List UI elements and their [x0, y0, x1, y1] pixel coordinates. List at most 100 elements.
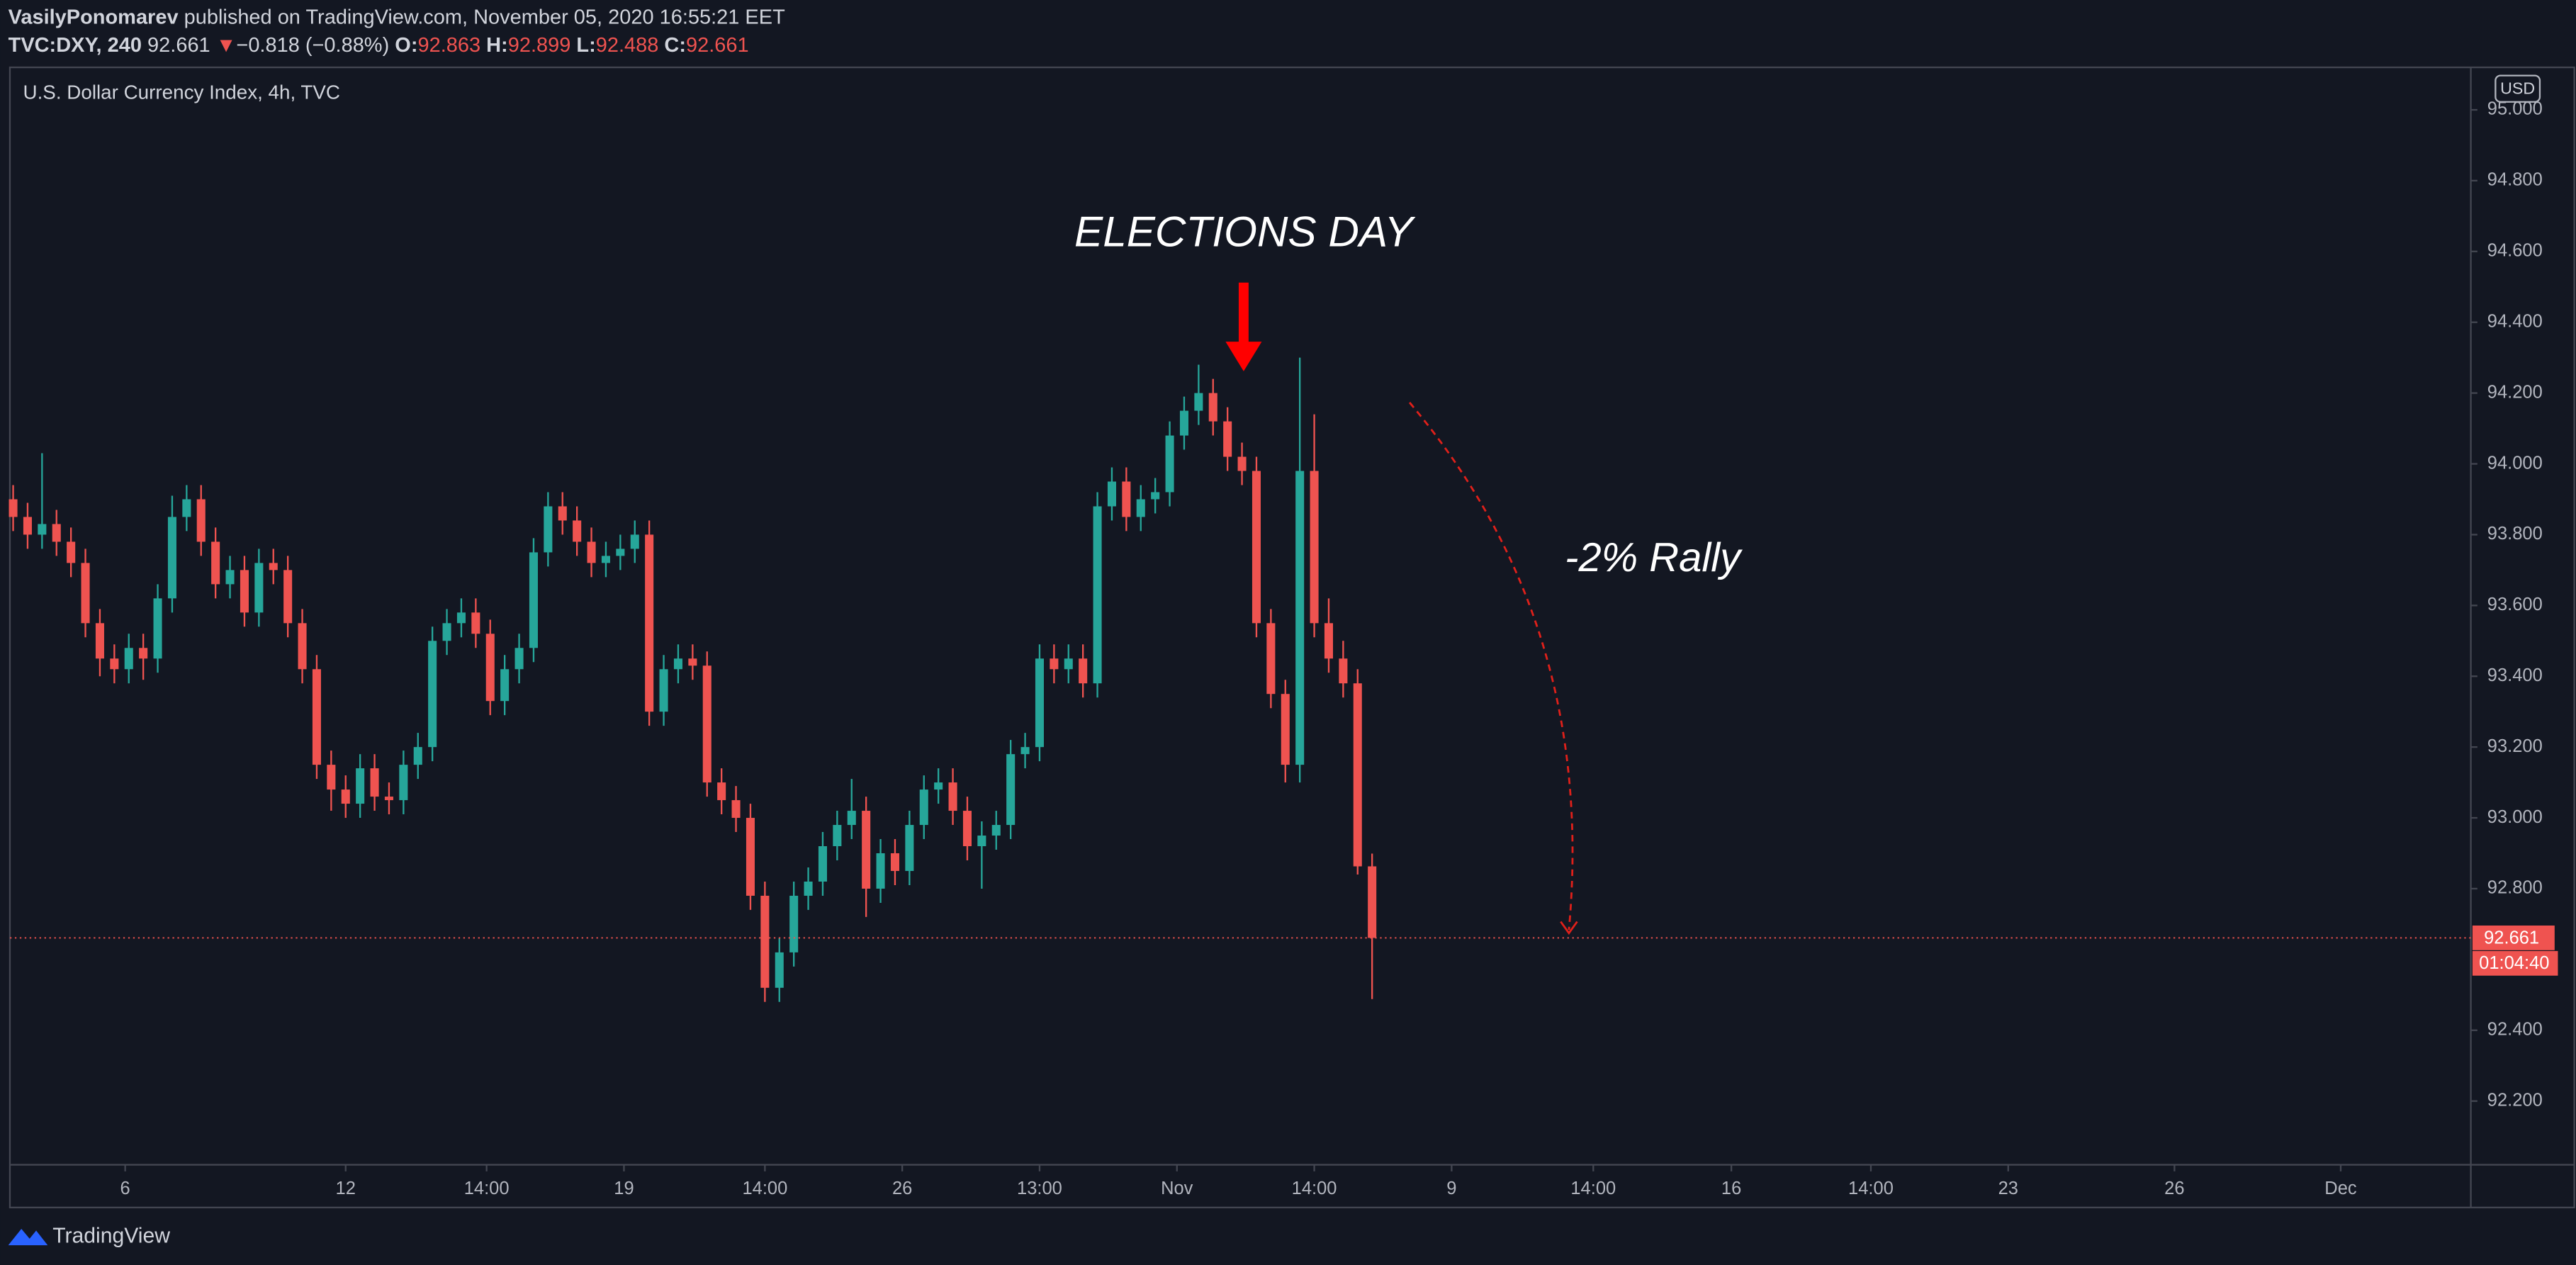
x-tick-label: 12: [336, 1179, 356, 1198]
countdown: 01:04:40: [2479, 953, 2549, 973]
author[interactable]: VasilyPonomarev: [9, 6, 179, 28]
candle: [789, 881, 799, 967]
currency-badge[interactable]: [2495, 74, 2541, 103]
y-tick-label: 95.000: [2487, 99, 2543, 119]
candle: [919, 775, 928, 840]
candle-body: [471, 612, 480, 634]
chart-frame: [9, 66, 2575, 1209]
candle-body: [52, 524, 61, 542]
c: 92.661: [686, 34, 749, 57]
candle-body: [1252, 471, 1261, 624]
candle: [1035, 644, 1044, 762]
candle-body: [399, 765, 408, 801]
candle-body: [1353, 683, 1362, 867]
candle: [1353, 669, 1362, 875]
candle: [573, 506, 582, 556]
candle-body: [485, 634, 495, 702]
candle-body: [23, 517, 32, 535]
candle-body: [731, 800, 741, 819]
candle: [1324, 598, 1333, 673]
x-tick-label: 26: [892, 1179, 912, 1198]
candle-body: [673, 658, 682, 670]
brand: TradingView: [52, 1225, 170, 1248]
candle: [1295, 357, 1305, 783]
annotation-rally: -2% Rally: [1565, 535, 1743, 580]
candle-body: [1079, 658, 1088, 684]
candle: [298, 609, 307, 684]
x-tick-label: 14:00: [464, 1179, 510, 1198]
candle-body: [573, 520, 582, 542]
rally-curve: [1408, 402, 1574, 931]
candle-body: [1295, 471, 1305, 765]
candle-body: [876, 853, 885, 889]
candle: [1281, 680, 1290, 783]
candle-body: [153, 598, 162, 659]
candle: [500, 655, 510, 716]
candle: [225, 556, 235, 599]
candle-body: [645, 534, 654, 712]
candle: [167, 495, 176, 613]
candle-body: [717, 782, 726, 801]
candle: [804, 867, 813, 910]
candle: [616, 534, 625, 570]
candle-body: [1223, 421, 1232, 457]
candles: [9, 357, 1377, 1002]
x-tick-label: Dec: [2324, 1179, 2357, 1198]
candle: [196, 485, 206, 556]
symbol: TVC:DXY, 240: [9, 34, 142, 57]
candle-body: [616, 549, 625, 556]
candle: [356, 754, 365, 819]
candle: [399, 750, 408, 815]
candle: [818, 832, 827, 896]
candle: [1208, 378, 1217, 436]
candle: [182, 485, 191, 532]
candle: [153, 584, 162, 673]
last-price-tag: [2472, 926, 2555, 950]
candle: [601, 541, 610, 578]
candle-body: [948, 782, 957, 811]
candle-body: [298, 623, 307, 670]
candle-body: [9, 499, 18, 517]
x-tick-label: 14:00: [1292, 1179, 1337, 1198]
candle-body: [196, 499, 206, 542]
candle: [948, 768, 957, 826]
candle: [659, 655, 668, 726]
candle: [283, 556, 293, 638]
candle: [1020, 733, 1030, 769]
chart-title: U.S. Dollar Currency Index, 4h, TVC: [23, 81, 341, 103]
y-tick-label: 93.800: [2487, 524, 2543, 544]
candle: [934, 768, 943, 804]
candle-body: [962, 811, 972, 847]
candle: [731, 786, 741, 833]
candle: [514, 634, 524, 684]
candle-body: [1006, 754, 1016, 826]
candle-body: [356, 768, 365, 804]
candle: [456, 598, 466, 638]
candle-body: [1035, 658, 1044, 748]
candle: [370, 754, 379, 811]
y-tick-label: 93.000: [2487, 807, 2543, 827]
candle: [471, 598, 480, 648]
candle-body: [688, 658, 697, 666]
candle-body: [139, 648, 148, 659]
candle-body: [630, 534, 639, 549]
candle-body: [1020, 747, 1030, 755]
candle: [746, 804, 755, 910]
x-tick-label: 26: [2164, 1179, 2184, 1198]
candle: [1368, 853, 1377, 999]
candle: [890, 839, 899, 885]
candle-body: [1093, 506, 1102, 684]
candle-body: [110, 658, 119, 670]
y-tick-label: 92.400: [2487, 1020, 2543, 1040]
candle: [673, 644, 682, 684]
candle-body: [1194, 393, 1203, 411]
header-line-2: TVC:DXY, 240 92.661 ▼−0.818 (−0.88%) O:9…: [9, 34, 749, 57]
candle: [847, 779, 856, 840]
candle-body: [1310, 471, 1319, 624]
candle: [862, 797, 871, 917]
candle: [9, 485, 18, 532]
candle: [962, 797, 972, 860]
footer-logo[interactable]: TradingView: [8, 1225, 171, 1248]
candle: [52, 510, 61, 556]
